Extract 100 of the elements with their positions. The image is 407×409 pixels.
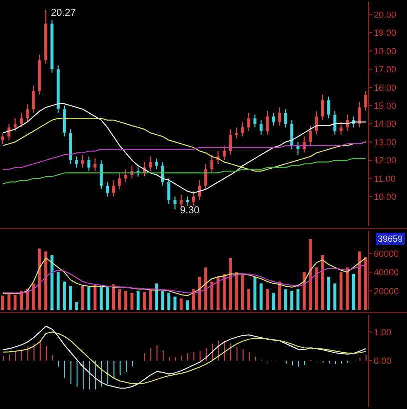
candlestick [106, 182, 110, 198]
candlestick [229, 128, 232, 156]
candlestick [118, 172, 122, 190]
bar [63, 282, 66, 310]
candlestick [266, 110, 269, 136]
candlestick [248, 112, 251, 132]
y-tick-label: 12.00 [374, 156, 397, 166]
bar [235, 272, 238, 310]
bar [192, 289, 196, 310]
candlestick [112, 180, 116, 198]
y-tick-label: 0.00 [374, 356, 392, 366]
candlestick [260, 120, 263, 136]
bar [340, 272, 343, 310]
bar [204, 268, 208, 310]
bar [309, 239, 312, 310]
candlestick [20, 112, 23, 128]
candlestick [198, 180, 202, 202]
bar [161, 291, 164, 310]
bar [229, 258, 232, 310]
candlestick [2, 132, 5, 145]
candlestick [8, 124, 11, 141]
y-tick-label: 19.00 [374, 28, 397, 38]
candlestick [284, 108, 288, 128]
bar [186, 300, 190, 310]
bar [44, 252, 48, 310]
line-series [2, 326, 366, 389]
bar [149, 289, 152, 310]
line-series [2, 258, 366, 296]
y-tick-label: 40000 [374, 268, 400, 278]
bar [260, 284, 263, 310]
candlestick [241, 122, 244, 138]
candlestick [302, 136, 306, 154]
candlestick [290, 120, 294, 150]
bar [100, 286, 103, 310]
bar [346, 268, 349, 310]
line-series [2, 332, 366, 384]
annotation: 9.30 [180, 206, 200, 217]
bar [38, 248, 42, 310]
candlestick [32, 85, 36, 114]
bar [69, 286, 72, 310]
bar [358, 252, 362, 310]
bar [180, 298, 183, 310]
candlestick [210, 154, 214, 174]
bar [284, 289, 288, 310]
candlestick [14, 118, 17, 132]
candlestick [124, 169, 128, 183]
bar [8, 293, 11, 310]
bar [124, 291, 128, 310]
bar [302, 272, 306, 310]
candlestick [155, 158, 158, 170]
bar [315, 268, 318, 310]
bar [56, 272, 60, 310]
candlestick [222, 145, 226, 161]
bar [136, 291, 140, 310]
bar [2, 296, 5, 310]
candlestick [174, 196, 177, 210]
candlestick [26, 103, 30, 123]
candlestick [63, 105, 66, 138]
bar [241, 274, 244, 310]
bar [20, 291, 23, 310]
bar [266, 289, 269, 310]
bar [198, 277, 202, 310]
bar [216, 277, 220, 310]
bar [210, 282, 214, 310]
bar [334, 284, 337, 310]
candlestick [278, 107, 282, 126]
y-tick-label: 10.00 [374, 192, 397, 202]
y-tick-label: 20000 [374, 286, 400, 296]
y-tick-label: 15.00 [374, 101, 397, 111]
bar [248, 289, 251, 310]
candlestick [321, 94, 324, 121]
candlestick [180, 194, 183, 208]
bar [118, 289, 122, 310]
bar [155, 284, 158, 310]
bar [106, 286, 110, 310]
candlestick [81, 154, 84, 168]
bar [75, 302, 78, 310]
candlestick [149, 156, 152, 172]
bar [50, 255, 54, 310]
candlestick [364, 90, 368, 112]
y-tick-label: 1.00 [374, 327, 392, 338]
candlestick [192, 190, 196, 206]
y-tick-label: 16.00 [374, 82, 397, 93]
candlestick [168, 178, 171, 205]
bar [32, 284, 36, 310]
bar [168, 293, 171, 310]
candlestick [100, 160, 103, 190]
y-tick-label: 11.00 [374, 174, 396, 184]
candlestick [315, 110, 318, 136]
bar [352, 274, 356, 310]
candlestick [327, 96, 330, 120]
y-tick-label: 18.00 [374, 46, 397, 56]
bar [142, 292, 146, 310]
bar [222, 274, 226, 310]
bar [254, 277, 257, 310]
candlestick [254, 114, 257, 128]
bar [14, 294, 17, 310]
candlestick [235, 127, 238, 140]
annotation: 20.27 [51, 8, 77, 19]
line-series [2, 158, 366, 185]
